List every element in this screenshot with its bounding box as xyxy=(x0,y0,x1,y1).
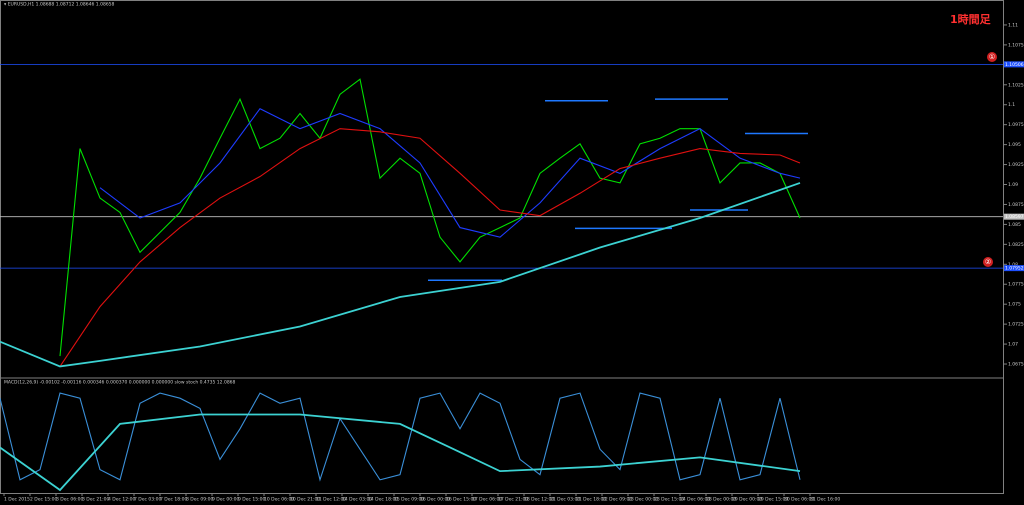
x-tick-label: 31 Dec 16:00 xyxy=(810,497,840,503)
x-tick-label: 7 Dec 18:00 xyxy=(160,497,188,503)
price-level-box xyxy=(1004,213,1024,220)
x-tick-label: 29 Dec 00:00 xyxy=(732,497,762,503)
series-line xyxy=(59,128,801,367)
price-level-box xyxy=(1004,265,1024,272)
price-level-box xyxy=(1004,61,1024,68)
y-tick-label: 1.095 xyxy=(1008,142,1021,148)
x-tick-label: 1 Dec 2015 xyxy=(4,497,30,503)
frame xyxy=(0,0,1004,494)
marker xyxy=(987,52,997,62)
x-tick-label: 30 Dec 06:00 xyxy=(784,497,814,503)
x-tick-label: 14 Dec 18:00 xyxy=(368,497,398,503)
x-tick-label: 11 Dec 12:00 xyxy=(316,497,346,503)
x-tick-label: 8 Dec 09:00 xyxy=(186,497,214,503)
marker-label: ② xyxy=(985,258,991,266)
price-level-label: 1.07952 xyxy=(1005,266,1024,272)
y-tick-label: 1.085 xyxy=(1008,222,1021,228)
x-tick-label: 21 Dec 03:00 xyxy=(550,497,580,503)
x-tick-label: 16 Dec 15:00 xyxy=(446,497,476,503)
x-tick-label: 17 Dec 06:00 xyxy=(472,497,502,503)
y-tick-label: 1.08 xyxy=(1008,262,1018,268)
y-tick-label: 1.1025 xyxy=(1008,82,1024,88)
y-tick-label: 1.07 xyxy=(1008,342,1018,348)
y-tick-label: 1.1 xyxy=(1008,102,1015,108)
x-tick-label: 14 Dec 03:00 xyxy=(342,497,372,503)
y-tick-label: 1.0775 xyxy=(1008,282,1024,288)
series-line xyxy=(99,108,801,238)
price-level-label: 1.08597 xyxy=(1005,214,1024,220)
x-tick-label: 21 Dec 18:00 xyxy=(576,497,606,503)
marker xyxy=(983,257,993,267)
x-tick-label: 16 Dec 00:00 xyxy=(420,497,450,503)
indicator-header: MACD(12,26,9) -0.00102 -0.00116 0.000346… xyxy=(4,380,236,386)
y-tick-label: 1.0675 xyxy=(1008,362,1024,368)
x-tick-label: 23 Dec 00:00 xyxy=(628,497,658,503)
price-level-label: 1.10506 xyxy=(1005,62,1024,68)
x-tick-label: 28 Dec 00:00 xyxy=(706,497,736,503)
timeframe-note: 1時間足 xyxy=(950,12,992,26)
series-line xyxy=(0,182,801,368)
x-tick-label: 18 Dec 12:00 xyxy=(524,497,554,503)
x-tick-label: 3 Dec 06:00 xyxy=(56,497,84,503)
x-tick-label: 10 Dec 06:00 xyxy=(264,497,294,503)
y-tick-label: 1.075 xyxy=(1008,302,1021,308)
y-tick-label: 1.1075 xyxy=(1008,42,1024,48)
x-tick-label: 2 Dec 15:00 xyxy=(30,497,58,503)
x-tick-label: 29 Dec 15:00 xyxy=(758,497,788,503)
y-tick-label: 1.0875 xyxy=(1008,202,1024,208)
y-tick-label: 1.09 xyxy=(1008,182,1018,188)
x-tick-label: 10 Dec 21:00 xyxy=(290,497,320,503)
series-line xyxy=(0,392,801,482)
y-tick-label: 1.0725 xyxy=(1008,322,1024,328)
x-tick-label: 22 Dec 09:00 xyxy=(602,497,632,503)
series-line xyxy=(59,78,801,357)
x-tick-label: 7 Dec 03:00 xyxy=(134,497,162,503)
y-tick-label: 1.0825 xyxy=(1008,242,1024,248)
x-tick-label: 15 Dec 09:00 xyxy=(394,497,424,503)
marker-label: ① xyxy=(989,53,995,61)
series-line xyxy=(0,413,801,492)
y-tick-label: 1.0925 xyxy=(1008,162,1024,168)
x-tick-label: 4 Dec 12:00 xyxy=(108,497,136,503)
x-tick-label: 9 Dec 15:00 xyxy=(238,497,266,503)
y-tick-label: 1.0975 xyxy=(1008,122,1024,128)
x-tick-label: 23 Dec 15:00 xyxy=(654,497,684,503)
x-tick-label: 3 Dec 21:00 xyxy=(82,497,110,503)
symbol-header: ▾ EURUSD,H1 1.08688 1.08712 1.08646 1.08… xyxy=(4,2,115,8)
x-tick-label: 24 Dec 06:00 xyxy=(680,497,710,503)
y-tick-label: 1.11 xyxy=(1008,22,1018,28)
x-tick-label: 17 Dec 21:00 xyxy=(498,497,528,503)
x-tick-label: 9 Dec 00:00 xyxy=(212,497,240,503)
